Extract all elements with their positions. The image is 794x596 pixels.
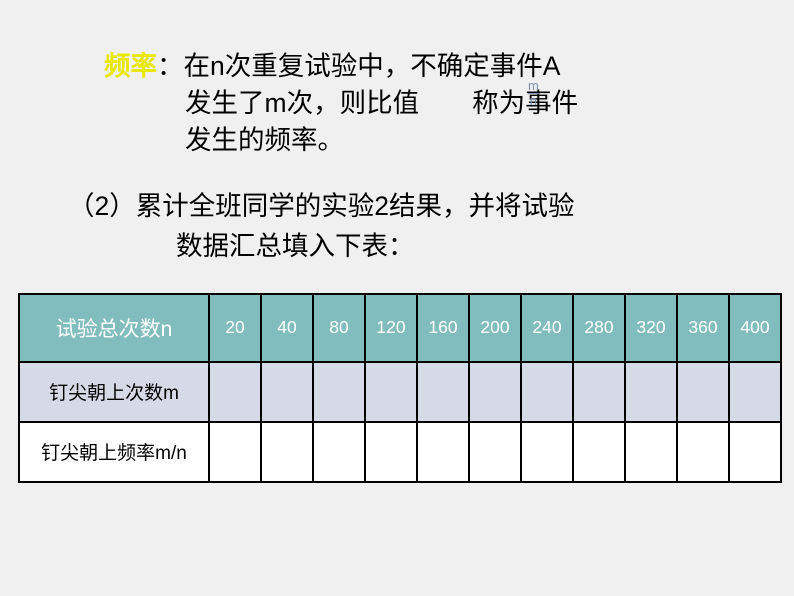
definition-line3: 发生的频率。 — [185, 122, 754, 159]
table-header-row: 试验总次数n 20 40 80 120 160 200 240 280 320 … — [19, 294, 781, 362]
header-col: 200 — [469, 294, 521, 362]
data-cell — [417, 362, 469, 422]
data-cell — [469, 362, 521, 422]
data-cell — [365, 362, 417, 422]
header-col: 160 — [417, 294, 469, 362]
data-cell — [313, 422, 365, 482]
data-cell — [573, 422, 625, 482]
header-label: 试验总次数n — [19, 294, 209, 362]
data-cell — [261, 422, 313, 482]
header-col: 40 — [261, 294, 313, 362]
header-col: 280 — [573, 294, 625, 362]
table-row: 钉尖朝上频率m/n — [19, 422, 781, 482]
header-col: 20 — [209, 294, 261, 362]
header-col: 360 — [677, 294, 729, 362]
data-cell — [209, 362, 261, 422]
task-text: （2）累计全班同学的实验2结果，并将试验 数据汇总填入下表： — [68, 187, 754, 267]
frequency-label: 频率 — [104, 51, 157, 81]
data-cell — [677, 362, 729, 422]
slide-content: 频率：在n次重复试验中，不确定事件A 发生了m次，则比值 称为事件 m n 发生… — [0, 0, 794, 483]
task-line2: 数据汇总填入下表： — [176, 227, 754, 267]
data-cell — [313, 362, 365, 422]
frequency-definition: 频率：在n次重复试验中，不确定事件A 发生了m次，则比值 称为事件 m n 发生… — [104, 48, 754, 159]
data-cell — [521, 422, 573, 482]
definition-line2: 发生了m次，则比值 称为事件 m n — [185, 85, 754, 122]
header-col: 80 — [313, 294, 365, 362]
header-col: 400 — [729, 294, 781, 362]
data-cell — [365, 422, 417, 482]
data-cell — [729, 362, 781, 422]
row1-label: 钉尖朝上次数m — [19, 362, 209, 422]
data-cell — [469, 422, 521, 482]
data-cell — [261, 362, 313, 422]
data-cell — [521, 362, 573, 422]
fraction-m-over-n: m n — [528, 79, 539, 109]
task-line1: （2）累计全班同学的实验2结果，并将试验 — [68, 191, 574, 221]
fraction-denominator: n — [528, 93, 539, 108]
data-cell — [573, 362, 625, 422]
experiment-table: 试验总次数n 20 40 80 120 160 200 240 280 320 … — [18, 293, 782, 483]
data-cell — [209, 422, 261, 482]
definition-line2-text: 发生了m次，则比值 称为事件 — [185, 88, 578, 118]
definition-line1: 频率：在n次重复试验中，不确定事件A — [104, 48, 754, 85]
data-cell — [729, 422, 781, 482]
data-table-container: 试验总次数n 20 40 80 120 160 200 240 280 320 … — [18, 293, 776, 483]
table-row: 钉尖朝上次数m — [19, 362, 781, 422]
data-cell — [677, 422, 729, 482]
header-col: 320 — [625, 294, 677, 362]
data-cell — [625, 422, 677, 482]
definition-line1-text: ：在n次重复试验中，不确定事件A — [157, 51, 560, 81]
fraction-numerator: m — [528, 79, 539, 93]
data-cell — [417, 422, 469, 482]
data-cell — [625, 362, 677, 422]
header-col: 240 — [521, 294, 573, 362]
header-col: 120 — [365, 294, 417, 362]
row2-label: 钉尖朝上频率m/n — [19, 422, 209, 482]
